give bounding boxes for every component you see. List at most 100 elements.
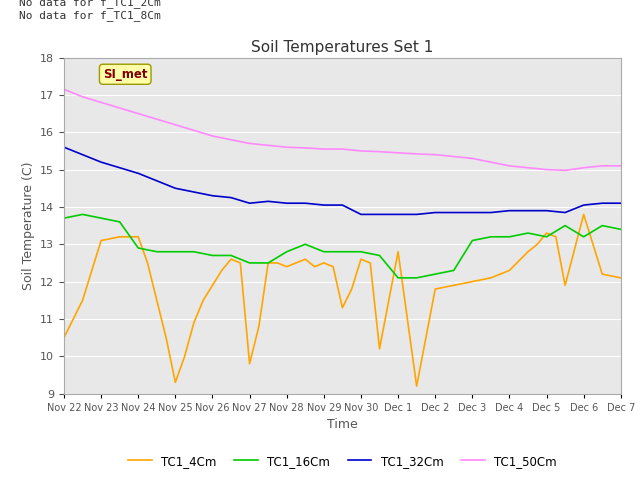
TC1_4Cm — [292, 260, 300, 266]
TC1_4Cm — [413, 383, 420, 389]
TC1_4Cm — [209, 282, 216, 288]
TC1_4Cm — [330, 264, 337, 270]
Line: TC1_50Cm: TC1_50Cm — [64, 89, 621, 170]
TC1_16Cm — [283, 249, 291, 254]
TC1_32Cm — [376, 212, 383, 217]
TC1_50Cm — [598, 163, 606, 169]
TC1_50Cm — [116, 105, 124, 111]
TC1_32Cm — [598, 200, 606, 206]
TC1_16Cm — [264, 260, 272, 266]
TC1_4Cm — [357, 256, 365, 262]
TC1_16Cm — [431, 271, 439, 277]
TC1_4Cm — [524, 249, 532, 254]
TC1_32Cm — [153, 178, 161, 184]
TC1_16Cm — [468, 238, 476, 243]
TC1_4Cm — [180, 353, 188, 359]
TC1_50Cm — [561, 168, 569, 173]
TC1_50Cm — [580, 165, 588, 170]
TC1_16Cm — [561, 223, 569, 228]
TC1_4Cm — [190, 320, 198, 325]
TC1_50Cm — [487, 159, 495, 165]
TC1_16Cm — [413, 275, 420, 281]
TC1_32Cm — [524, 208, 532, 214]
TC1_50Cm — [246, 141, 253, 146]
TC1_4Cm — [79, 298, 86, 303]
TC1_4Cm — [134, 234, 142, 240]
TC1_32Cm — [209, 193, 216, 199]
TC1_50Cm — [134, 111, 142, 117]
TC1_32Cm — [487, 210, 495, 216]
TC1_32Cm — [413, 212, 420, 217]
TC1_32Cm — [172, 185, 179, 191]
TC1_16Cm — [394, 275, 402, 281]
TC1_4Cm — [227, 256, 235, 262]
TC1_4Cm — [431, 286, 439, 292]
TC1_4Cm — [450, 282, 458, 288]
TC1_50Cm — [506, 163, 513, 169]
TC1_50Cm — [357, 148, 365, 154]
TC1_32Cm — [580, 202, 588, 208]
Line: TC1_16Cm: TC1_16Cm — [64, 215, 621, 278]
TC1_16Cm — [172, 249, 179, 254]
TC1_50Cm — [153, 116, 161, 122]
TC1_16Cm — [357, 249, 365, 254]
TC1_4Cm — [301, 256, 309, 262]
TC1_16Cm — [450, 267, 458, 273]
TC1_16Cm — [134, 245, 142, 251]
TC1_4Cm — [468, 279, 476, 285]
TC1_4Cm — [264, 260, 272, 266]
TC1_16Cm — [376, 252, 383, 258]
TC1_50Cm — [301, 145, 309, 151]
TC1_4Cm — [543, 230, 550, 236]
TC1_4Cm — [116, 234, 124, 240]
TC1_32Cm — [97, 159, 105, 165]
TC1_16Cm — [209, 252, 216, 258]
TC1_4Cm — [534, 241, 541, 247]
TC1_16Cm — [580, 234, 588, 240]
TC1_4Cm — [487, 275, 495, 281]
TC1_32Cm — [357, 212, 365, 217]
TC1_4Cm — [274, 260, 282, 266]
TC1_4Cm — [598, 271, 606, 277]
TC1_32Cm — [116, 165, 124, 170]
TC1_16Cm — [552, 228, 559, 234]
TC1_32Cm — [134, 170, 142, 176]
TC1_4Cm — [552, 234, 559, 240]
TC1_16Cm — [79, 212, 86, 217]
TC1_32Cm — [450, 210, 458, 216]
TC1_16Cm — [598, 223, 606, 228]
TC1_16Cm — [190, 249, 198, 254]
TC1_50Cm — [468, 156, 476, 161]
TC1_32Cm — [339, 202, 346, 208]
TC1_16Cm — [97, 215, 105, 221]
TC1_4Cm — [237, 260, 244, 266]
TC1_50Cm — [227, 137, 235, 143]
TC1_32Cm — [431, 210, 439, 216]
TC1_32Cm — [227, 195, 235, 201]
TC1_32Cm — [394, 212, 402, 217]
TC1_4Cm — [246, 361, 253, 367]
TC1_50Cm — [339, 146, 346, 152]
TC1_50Cm — [431, 152, 439, 157]
TC1_16Cm — [301, 241, 309, 247]
TC1_4Cm — [561, 282, 569, 288]
TC1_4Cm — [283, 264, 291, 270]
TC1_16Cm — [339, 249, 346, 254]
TC1_16Cm — [116, 219, 124, 225]
TC1_32Cm — [79, 152, 86, 157]
TC1_50Cm — [450, 154, 458, 159]
TC1_50Cm — [543, 167, 550, 172]
TC1_50Cm — [60, 86, 68, 92]
TC1_50Cm — [376, 149, 383, 155]
TC1_32Cm — [60, 144, 68, 150]
TC1_4Cm — [320, 260, 328, 266]
TC1_4Cm — [143, 260, 151, 266]
Y-axis label: Soil Temperature (C): Soil Temperature (C) — [22, 161, 35, 290]
Legend: TC1_4Cm, TC1_16Cm, TC1_32Cm, TC1_50Cm: TC1_4Cm, TC1_16Cm, TC1_32Cm, TC1_50Cm — [123, 450, 562, 472]
TC1_4Cm — [617, 275, 625, 281]
TC1_4Cm — [506, 267, 513, 273]
Line: TC1_32Cm: TC1_32Cm — [64, 147, 621, 215]
TC1_4Cm — [376, 346, 383, 352]
TC1_50Cm — [320, 146, 328, 152]
TC1_16Cm — [506, 234, 513, 240]
